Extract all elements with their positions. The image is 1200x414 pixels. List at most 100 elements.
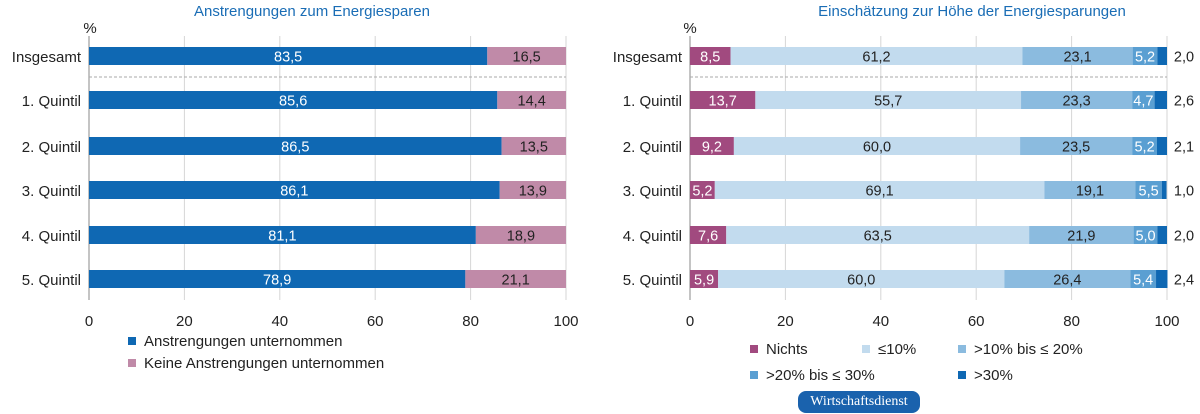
chart-1-bar-segment xyxy=(1133,226,1158,244)
chart-1-legend-label: ≤10% xyxy=(878,341,916,358)
chart-1-bar-segment xyxy=(690,91,756,109)
chart-0-legend-label: Anstrengungen unternommen xyxy=(144,333,342,350)
chart-1-bar-segment xyxy=(1156,270,1168,288)
chart-0-data-label: 21,1 xyxy=(502,273,530,289)
chart-1-bar-segment xyxy=(726,226,1030,244)
chart-0-legend-swatch xyxy=(128,359,136,367)
chart-1-category-label: 1. Quintil xyxy=(623,93,682,110)
chart-1-legend-label: Nichts xyxy=(766,341,808,358)
chart-1-bar-segment xyxy=(1029,226,1134,244)
chart-0-x-tick-label: 80 xyxy=(462,313,479,330)
chart-1-bar-segment xyxy=(730,47,1023,65)
chart-0-data-label: 81,1 xyxy=(268,229,296,245)
chart-0-bar-segment xyxy=(89,270,466,288)
chart-1-bar-segment xyxy=(1154,91,1167,109)
chart-1-data-label: 4,7 xyxy=(1133,94,1153,110)
chart-0-data-label: 86,1 xyxy=(280,184,308,200)
chart-1-data-label: 60,0 xyxy=(863,140,891,156)
chart-1-bar-segment xyxy=(714,181,1045,199)
source-badge: Wirtschaftsdienst xyxy=(798,391,920,413)
chart-0-unit-label: % xyxy=(83,20,96,37)
chart-0-x-tick-label: 0 xyxy=(85,313,93,330)
chart-1-data-label: 13,7 xyxy=(709,94,737,110)
chart-0-legend-swatch xyxy=(128,337,136,345)
chart-1-data-label: 2,0 xyxy=(1174,229,1194,245)
chart-1-data-label: 8,5 xyxy=(700,50,720,66)
chart-0-bar-segment xyxy=(89,137,502,155)
chart-1-x-tick-label: 100 xyxy=(1154,313,1179,330)
chart-1-data-label: 23,5 xyxy=(1062,140,1090,156)
chart-0-category-label: 3. Quintil xyxy=(22,183,81,200)
chart-0-x-tick-label: 20 xyxy=(176,313,193,330)
chart-1-data-label: 5,5 xyxy=(1139,184,1159,200)
chart-1-title: Einschätzung zur Höhe der Energiesparung… xyxy=(818,3,1126,20)
chart-1-data-label: 5,2 xyxy=(1135,50,1155,66)
chart-0-category-label: 2. Quintil xyxy=(22,139,81,156)
chart-1-data-label: 7,6 xyxy=(698,229,718,245)
chart-0-data-label: 83,5 xyxy=(274,50,302,66)
chart-1-legend-label: >30% xyxy=(974,367,1013,384)
chart-1-data-label: 55,7 xyxy=(874,94,902,110)
chart-0-category-label: 5. Quintil xyxy=(22,272,81,289)
chart-1-x-tick-label: 0 xyxy=(686,313,694,330)
chart-1-bar-segment xyxy=(690,226,727,244)
chart-0-data-label: 86,5 xyxy=(281,140,309,156)
chart-0-x-tick-label: 40 xyxy=(271,313,288,330)
chart-1-data-label: 5,9 xyxy=(694,273,714,289)
chart-1-bar-segment xyxy=(1020,137,1133,155)
chart-1-bar-segment xyxy=(1132,91,1155,109)
chart-1-x-tick-label: 40 xyxy=(872,313,889,330)
chart-0-data-label: 18,9 xyxy=(507,229,535,245)
chart-0-bar-segment xyxy=(89,226,476,244)
chart-1-data-label: 23,1 xyxy=(1063,50,1091,66)
chart-0-bar-segment xyxy=(465,270,566,288)
chart-1-bar-segment xyxy=(1130,270,1157,288)
chart-1-legend-swatch xyxy=(958,345,966,353)
chart-1-legend-swatch xyxy=(862,345,870,353)
chart-1-bar-segment xyxy=(1157,47,1167,65)
chart-1-data-label: 19,1 xyxy=(1076,184,1104,200)
chart-0-bar-segment xyxy=(89,91,498,109)
chart-0-category-label: Insgesamt xyxy=(12,49,82,66)
chart-1-bar-segment xyxy=(1022,47,1133,65)
chart-0-data-label: 85,6 xyxy=(279,94,307,110)
chart-1-legend-swatch xyxy=(750,371,758,379)
chart-0-bar-segment xyxy=(487,47,566,65)
chart-1-data-label: 26,4 xyxy=(1053,273,1081,289)
chart-1-data-label: 61,2 xyxy=(862,50,890,66)
chart-1-unit-label: % xyxy=(683,20,696,37)
chart-0-bar-segment xyxy=(501,137,566,155)
chart-0-title: Anstrengungen zum Energiesparen xyxy=(194,3,430,20)
chart-1-x-tick-label: 20 xyxy=(777,313,794,330)
chart-0-data-label: 16,5 xyxy=(513,50,541,66)
chart-1-bar-segment xyxy=(1021,91,1133,109)
chart-1-legend-label: >10% bis ≤ 20% xyxy=(974,341,1083,358)
chart-1-bar-segment xyxy=(1132,137,1157,155)
chart-0-data-label: 14,4 xyxy=(518,94,546,110)
chart-0-bar-segment xyxy=(497,91,566,109)
chart-1-x-tick-label: 80 xyxy=(1063,313,1080,330)
chart-0-bar-segment xyxy=(499,181,566,199)
chart-0-category-label: 1. Quintil xyxy=(22,93,81,110)
chart-0-bar-segment xyxy=(89,47,488,65)
chart-1-data-label: 60,0 xyxy=(847,273,875,289)
chart-1-data-label: 23,3 xyxy=(1062,94,1090,110)
chart-1-data-label: 1,0 xyxy=(1174,184,1194,200)
chart-1-bar-segment xyxy=(755,91,1022,109)
chart-1-category-label: 2. Quintil xyxy=(623,139,682,156)
chart-1-category-label: 5. Quintil xyxy=(623,272,682,289)
chart-1-bar-segment xyxy=(1161,181,1167,199)
chart-0-data-label: 78,9 xyxy=(263,273,291,289)
chart-1-data-label: 2,0 xyxy=(1174,50,1194,66)
chart-1-bar-segment xyxy=(690,47,731,65)
chart-1-bar-segment xyxy=(690,137,734,155)
chart-1-bar-segment xyxy=(1004,270,1131,288)
chart-1-data-label: 63,5 xyxy=(864,229,892,245)
chart-1-data-label: 2,1 xyxy=(1174,140,1194,156)
chart-0-category-label: 4. Quintil xyxy=(22,228,81,245)
chart-1-bar-segment xyxy=(1044,181,1136,199)
chart-1-bar-segment xyxy=(1156,137,1167,155)
chart-1-bar-segment xyxy=(733,137,1021,155)
chart-1-bar-segment xyxy=(1132,47,1158,65)
